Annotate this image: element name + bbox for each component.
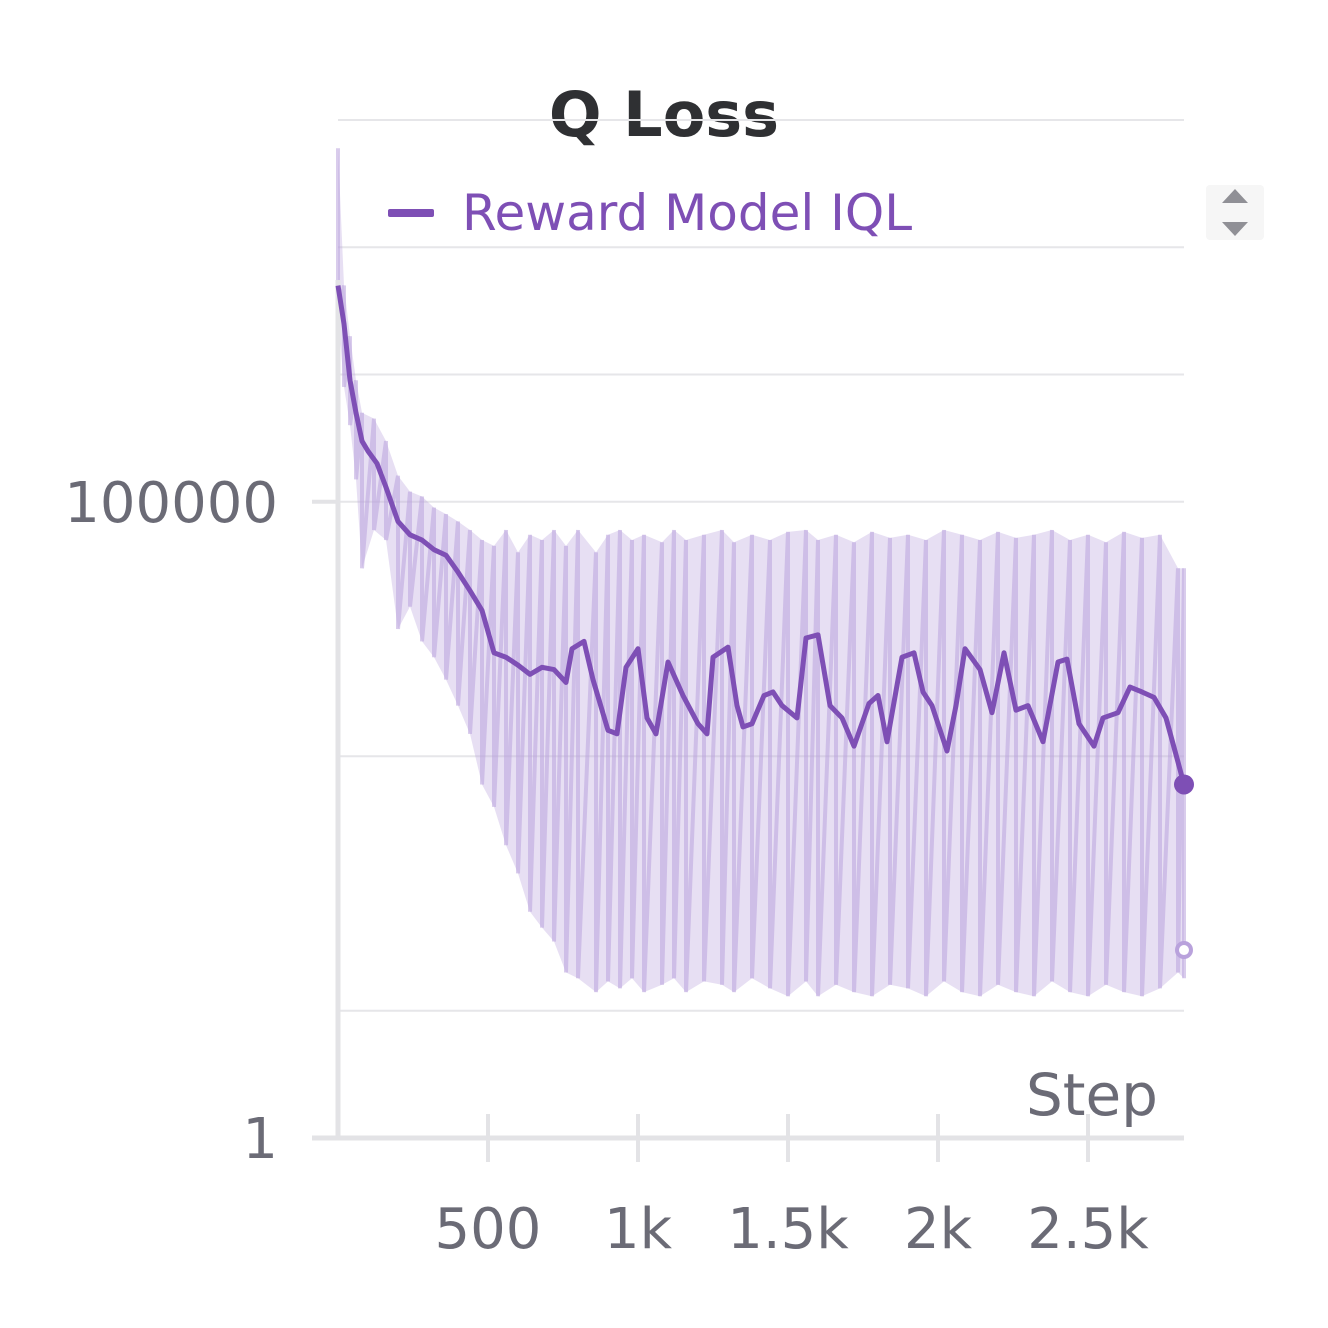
last-point-marker <box>1174 774 1194 795</box>
x-tick-label: 2.5k <box>1027 1197 1149 1262</box>
sort-arrows-icon[interactable] <box>1206 185 1264 240</box>
x-tick-label: 2k <box>904 1197 973 1262</box>
x-tick-label: 1k <box>604 1197 673 1262</box>
x-tick-label: 500 <box>435 1197 542 1262</box>
legend-swatch <box>388 209 434 217</box>
y-tick-label: 100000 <box>64 471 278 536</box>
last-raw-point-marker <box>1175 941 1193 960</box>
smoothed-series-line <box>335 285 1187 786</box>
x-tick-label: 1.5k <box>727 1197 849 1262</box>
legend[interactable]: Reward Model IQL <box>388 184 912 242</box>
raw-series-line <box>336 148 1186 997</box>
raw-series-band <box>338 148 1184 997</box>
x-axis-title: Step <box>1026 1061 1158 1129</box>
legend-sort-control[interactable] <box>1206 185 1264 240</box>
chart-title: Q Loss <box>548 78 780 151</box>
legend-label: Reward Model IQL <box>462 184 913 242</box>
y-tick-label: 1 <box>242 1107 278 1172</box>
